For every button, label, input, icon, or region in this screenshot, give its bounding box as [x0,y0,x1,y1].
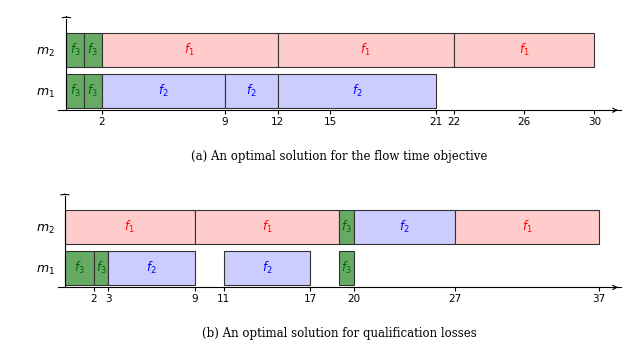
FancyBboxPatch shape [354,210,455,244]
Text: $f_3$: $f_3$ [88,83,98,99]
Text: $f_2$: $f_2$ [351,83,362,99]
Text: $f_1$: $f_1$ [518,42,529,58]
FancyBboxPatch shape [195,210,339,244]
Text: $f_2$: $f_2$ [158,83,168,99]
Text: $f_3$: $f_3$ [95,260,106,276]
Text: $f_1$: $f_1$ [262,219,272,235]
Text: $f_3$: $f_3$ [341,219,352,235]
FancyBboxPatch shape [102,74,225,108]
FancyBboxPatch shape [278,33,454,67]
FancyBboxPatch shape [65,210,195,244]
Text: $f_3$: $f_3$ [70,83,81,99]
FancyBboxPatch shape [84,74,102,108]
Text: $f_2$: $f_2$ [246,83,257,99]
FancyBboxPatch shape [223,251,310,285]
Text: $f_3$: $f_3$ [74,260,84,276]
FancyBboxPatch shape [108,251,195,285]
FancyBboxPatch shape [455,210,599,244]
FancyBboxPatch shape [93,251,108,285]
FancyBboxPatch shape [339,251,354,285]
Text: $f_2$: $f_2$ [262,260,272,276]
Text: $f_3$: $f_3$ [70,42,81,58]
Text: $f_3$: $f_3$ [341,260,352,276]
Text: (a) An optimal solution for the flow time objective: (a) An optimal solution for the flow tim… [191,150,488,163]
FancyBboxPatch shape [67,33,84,67]
FancyBboxPatch shape [454,33,595,67]
Text: $f_2$: $f_2$ [146,260,157,276]
FancyBboxPatch shape [339,210,354,244]
Text: $f_3$: $f_3$ [88,42,98,58]
FancyBboxPatch shape [102,33,278,67]
FancyBboxPatch shape [225,74,278,108]
Text: $f_2$: $f_2$ [399,219,410,235]
Text: $f_1$: $f_1$ [522,219,532,235]
FancyBboxPatch shape [67,74,84,108]
FancyBboxPatch shape [84,33,102,67]
Text: $f_1$: $f_1$ [184,42,195,58]
FancyBboxPatch shape [65,251,93,285]
Text: $f_1$: $f_1$ [125,219,135,235]
FancyBboxPatch shape [278,74,436,108]
Text: (b) An optimal solution for qualification losses: (b) An optimal solution for qualificatio… [202,327,477,340]
Text: $f_1$: $f_1$ [360,42,371,58]
